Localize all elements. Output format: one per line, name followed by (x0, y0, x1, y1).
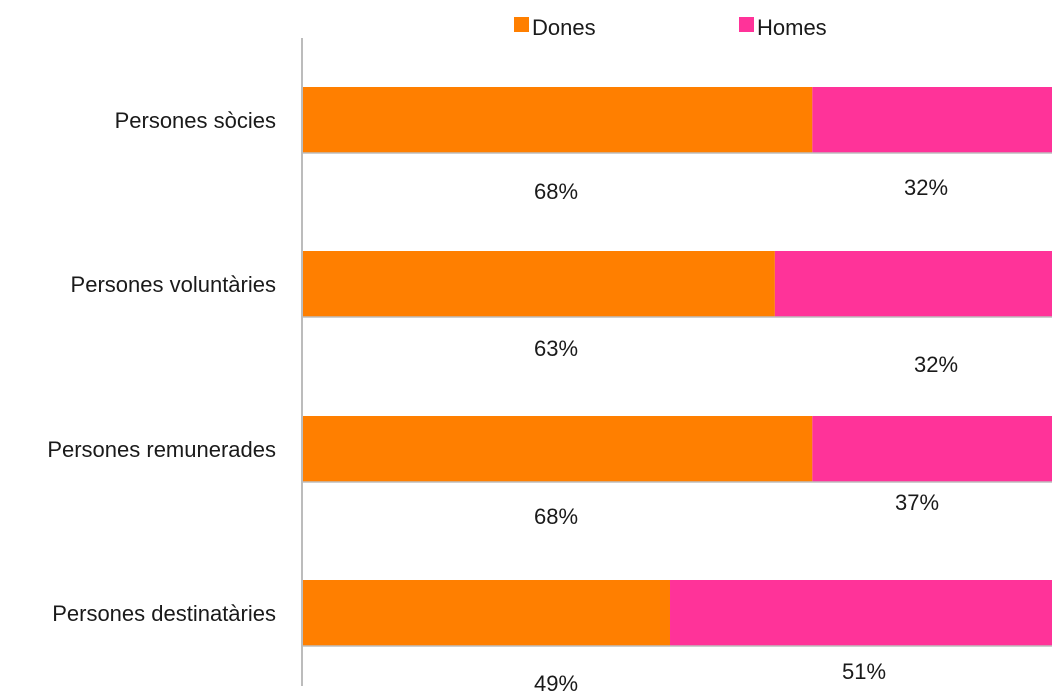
legend-swatch-homes (739, 17, 754, 32)
bar-dones-persones-socies (303, 87, 813, 153)
bars (303, 87, 1052, 647)
bar-homes-persones-socies (812, 87, 1052, 153)
legend: Dones Homes (514, 15, 827, 40)
value-label-homes-persones-voluntaries: 32% (914, 352, 958, 377)
legend-swatch-dones (514, 17, 529, 32)
legend-label-dones: Dones (532, 15, 596, 40)
value-label-homes-persones-socies: 32% (904, 175, 948, 200)
category-label-persones-destinataries: Persones destinatàries (52, 601, 276, 626)
value-labels: 68% 32% 63% 32% 68% 37% 49% 51% (534, 175, 958, 691)
bar-dones-persones-voluntaries (303, 251, 775, 317)
value-label-dones-persones-remunerades: 68% (534, 504, 578, 529)
legend-label-homes: Homes (757, 15, 827, 40)
category-label-persones-socies: Persones sòcies (115, 108, 276, 133)
value-label-homes-persones-destinataries: 51% (842, 659, 886, 684)
value-label-homes-persones-remunerades: 37% (895, 490, 939, 515)
bar-dones-persones-remunerades (303, 416, 813, 482)
value-label-dones-persones-socies: 68% (534, 179, 578, 204)
bar-homes-persones-voluntaries (774, 251, 1052, 317)
value-label-dones-persones-voluntaries: 63% (534, 336, 578, 361)
category-label-persones-remunerades: Persones remunerades (47, 437, 276, 462)
bar-homes-persones-remunerades (812, 416, 1052, 482)
category-labels: Persones sòcies Persones voluntàries Perso… (47, 108, 276, 626)
bar-dones-persones-destinataries (303, 580, 671, 646)
category-label-persones-voluntaries: Persones voluntàries (71, 272, 276, 297)
value-label-dones-persones-destinataries: 49% (534, 671, 578, 691)
bar-homes-persones-destinataries (670, 580, 1052, 646)
